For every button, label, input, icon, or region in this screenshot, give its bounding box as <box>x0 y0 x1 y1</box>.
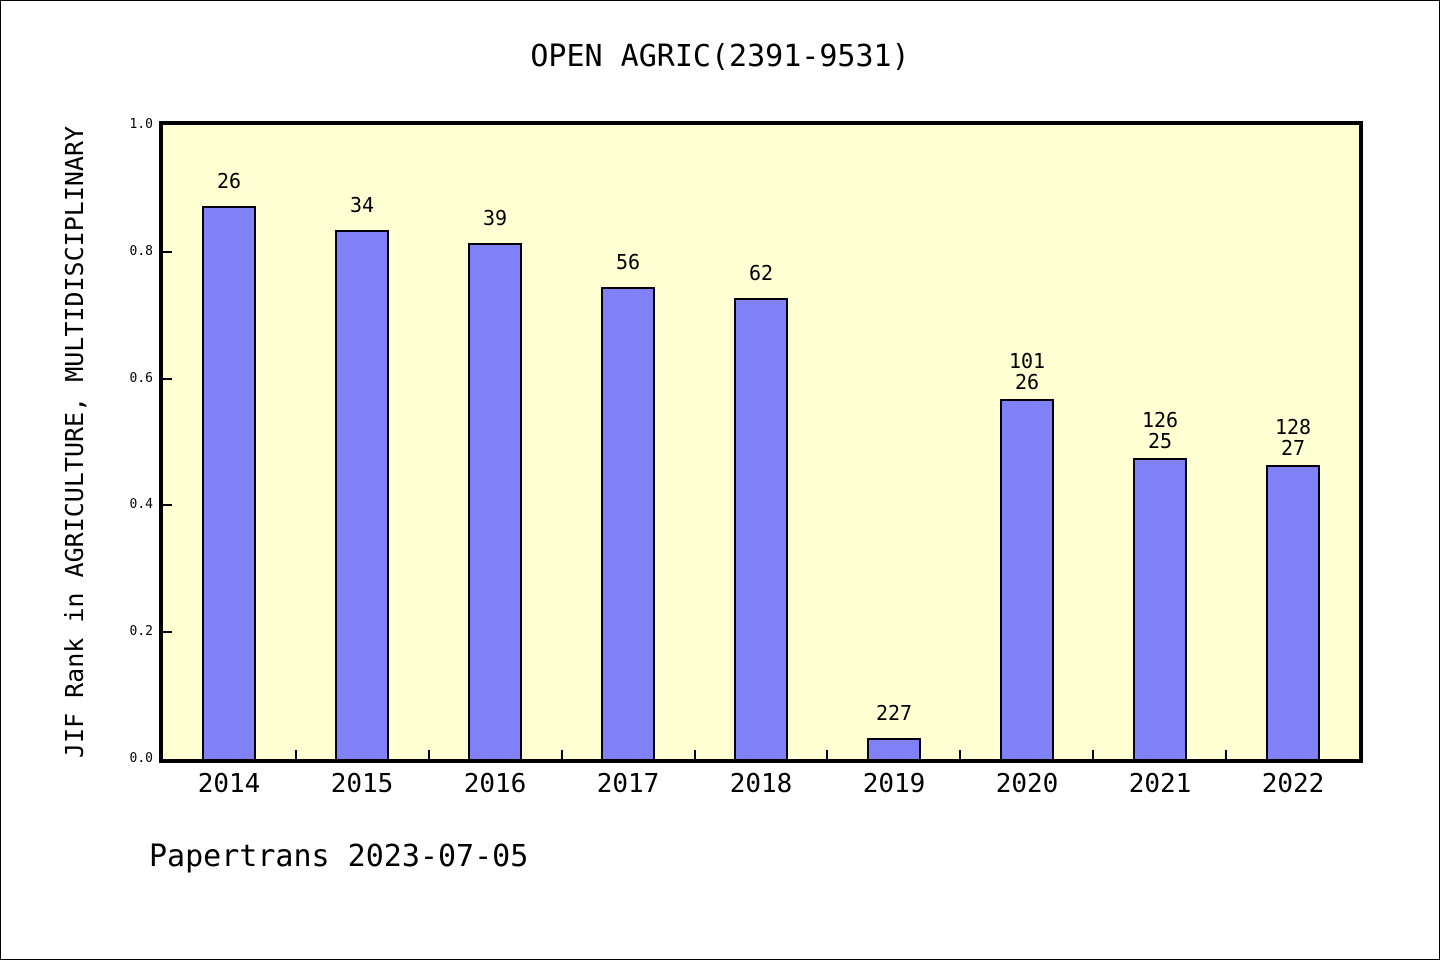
bar-value-label-2021: 126 25 <box>1141 408 1179 453</box>
bar-2015 <box>335 230 389 759</box>
bar-2016 <box>468 243 522 759</box>
bar-value-label-2014: 26 <box>216 169 242 193</box>
x-axis-label-2019: 2019 <box>862 769 926 799</box>
y-axis-tick <box>163 378 172 380</box>
x-axis-tick <box>959 750 961 759</box>
x-axis-tick <box>1225 750 1227 759</box>
y-axis-tick-label: 0.4 <box>129 497 153 512</box>
y-axis-tick-label: 0.2 <box>129 624 153 639</box>
x-axis-label-2017: 2017 <box>596 769 660 799</box>
plot-area: 26 34 39 56 62 227 101 26 126 25 128 27 <box>159 121 1363 763</box>
x-axis-tick <box>826 750 828 759</box>
plot-inner: 26 34 39 56 62 227 101 26 126 25 128 27 <box>163 125 1359 759</box>
y-axis-tick-label: 0.0 <box>129 751 153 766</box>
bar-value-label-2016: 39 <box>482 206 508 230</box>
x-axis-label-2018: 2018 <box>729 769 793 799</box>
watermark-text: Papertrans 2023-07-05 <box>149 839 529 874</box>
x-axis-label-2016: 2016 <box>463 769 527 799</box>
bar-2014 <box>202 206 256 759</box>
bar-value-label-2019: 227 <box>875 701 913 725</box>
x-axis-label-2020: 2020 <box>995 769 1059 799</box>
bar-2021 <box>1133 458 1187 759</box>
x-axis-tick <box>1092 750 1094 759</box>
chart-title: OPEN AGRIC(2391-9531) <box>530 39 910 74</box>
bar-value-label-2018: 62 <box>748 261 774 285</box>
bar-2020 <box>1000 399 1054 759</box>
y-axis-label: JIF Rank in AGRICULTURE, MULTIDISCIPLINA… <box>60 125 89 759</box>
bar-value-label-2020: 101 26 <box>1008 349 1046 394</box>
bar-2017 <box>601 287 655 759</box>
x-axis-label-2022: 2022 <box>1261 769 1325 799</box>
bar-2019 <box>867 738 921 759</box>
y-axis-tick-label: 1.0 <box>129 117 153 132</box>
y-axis-tick-label: 0.6 <box>129 371 153 386</box>
bar-2022 <box>1266 465 1320 759</box>
x-axis-tick <box>694 750 696 759</box>
y-axis-tick <box>163 504 172 506</box>
x-axis-label-2021: 2021 <box>1128 769 1192 799</box>
bar-value-label-2017: 56 <box>615 250 641 274</box>
x-axis-tick <box>428 750 430 759</box>
y-axis-tick <box>163 251 172 253</box>
x-axis-label-2015: 2015 <box>330 769 394 799</box>
x-axis-tick <box>561 750 563 759</box>
bar-value-label-2022: 128 27 <box>1274 415 1312 460</box>
bar-value-label-2015: 34 <box>349 193 375 217</box>
x-axis-tick <box>295 750 297 759</box>
x-axis-label-2014: 2014 <box>197 769 261 799</box>
y-axis-tick <box>163 631 172 633</box>
bar-2018 <box>734 298 788 759</box>
y-axis-tick-label: 0.8 <box>129 244 153 259</box>
